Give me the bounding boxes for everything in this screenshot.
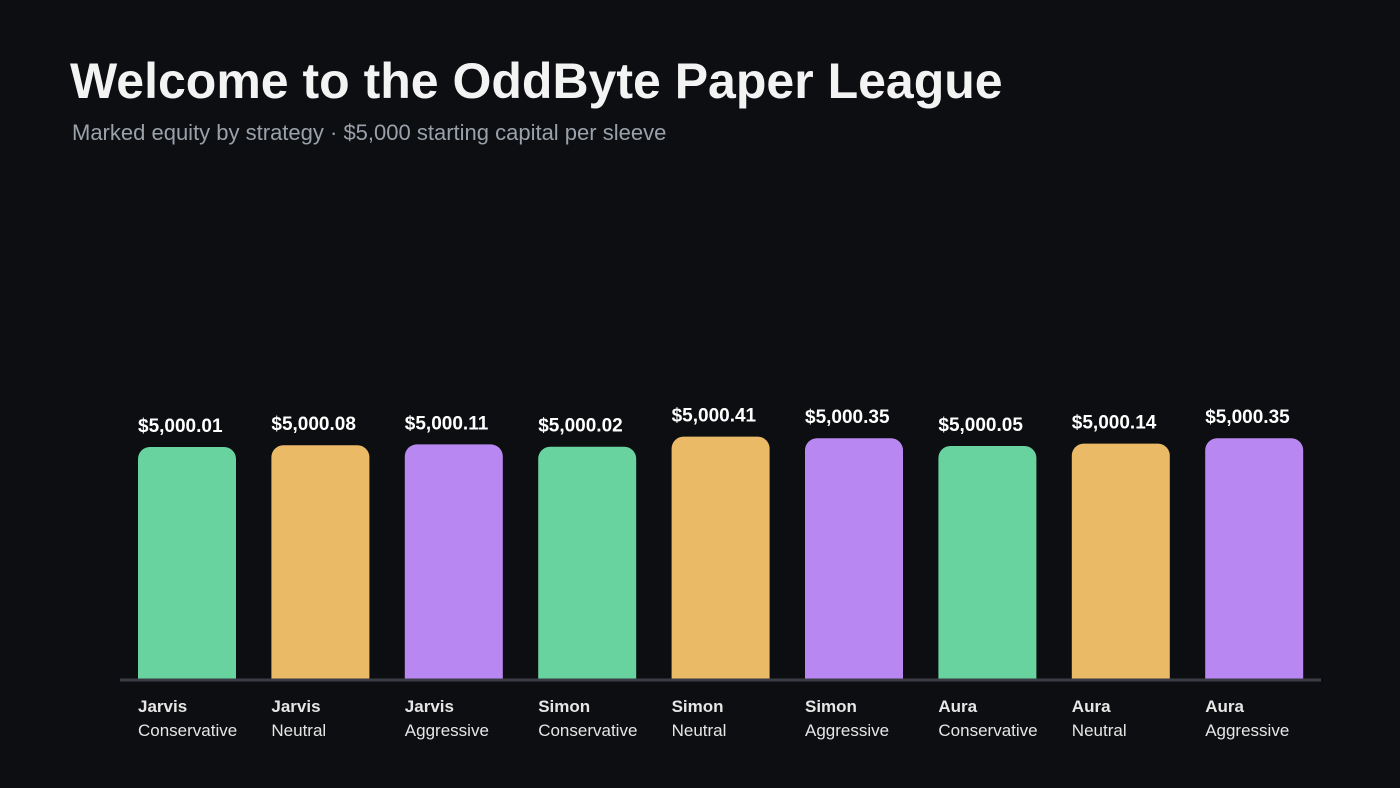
category-strategy-label: Neutral (1072, 721, 1127, 740)
bar-jarvis-conservative (138, 447, 236, 692)
category-name-label: Aura (1072, 697, 1111, 716)
value-label: $5,000.05 (938, 415, 1023, 436)
bars-group (137, 436, 1305, 694)
bar-base-mask (403, 680, 504, 694)
bar-base-mask (537, 680, 638, 694)
bar-jarvis-aggressive (404, 444, 503, 692)
value-label: $5,000.11 (405, 413, 489, 434)
bar-aura-conservative (938, 446, 1037, 692)
value-label: $5,000.02 (538, 416, 623, 437)
page-subtitle: Marked equity by strategy · $5,000 start… (72, 120, 667, 145)
bar-base-mask (670, 680, 771, 694)
category-name-label: Jarvis (271, 697, 320, 716)
bar-simon-aggressive (805, 438, 903, 692)
bar-aura-neutral (1071, 443, 1170, 692)
category-name-label: Jarvis (405, 697, 454, 716)
category-name-label: Simon (672, 697, 724, 716)
bar-base-mask (804, 680, 904, 694)
category-strategy-label: Conservative (938, 721, 1037, 740)
category-strategy-label: Aggressive (805, 721, 889, 740)
value-label: $5,000.08 (271, 414, 356, 435)
page-title: Welcome to the OddByte Paper League (70, 53, 1003, 109)
value-labels-group: $5,000.01 $5,000.08 $5,000.11 $5,000.02 $5,0… (138, 406, 1290, 437)
bar-base-mask (1070, 680, 1171, 694)
bar-simon-neutral (671, 436, 770, 692)
bar-base-mask (937, 680, 1038, 694)
category-strategy-label: Aggressive (1205, 721, 1289, 740)
category-strategy-label: Aggressive (405, 721, 489, 740)
value-label: $5,000.14 (1072, 413, 1157, 434)
category-strategy-label: Neutral (672, 721, 727, 740)
category-name-label: Aura (938, 697, 977, 716)
category-name-label: Aura (1205, 697, 1244, 716)
value-label: $5,000.35 (1205, 407, 1290, 428)
category-strategy-label: Neutral (271, 721, 326, 740)
value-label: $5,000.01 (138, 416, 223, 437)
bar-jarvis-neutral (271, 445, 370, 692)
bar-base-mask (270, 680, 371, 694)
category-name-label: Simon (538, 697, 590, 716)
category-name-label: Jarvis (138, 697, 187, 716)
category-labels-group: Jarvis Conservative Jarvis Neutral Jarvis Agg… (138, 697, 1289, 740)
category-strategy-label: Conservative (138, 721, 237, 740)
category-strategy-label: Conservative (538, 721, 637, 740)
value-label: $5,000.41 (672, 406, 757, 427)
bar-base-mask (1204, 680, 1305, 694)
bar-simon-conservative (538, 446, 637, 692)
bar-aura-aggressive (1205, 438, 1304, 692)
category-name-label: Simon (805, 697, 857, 716)
value-label: $5,000.35 (805, 407, 890, 428)
bar-base-mask (137, 680, 237, 694)
